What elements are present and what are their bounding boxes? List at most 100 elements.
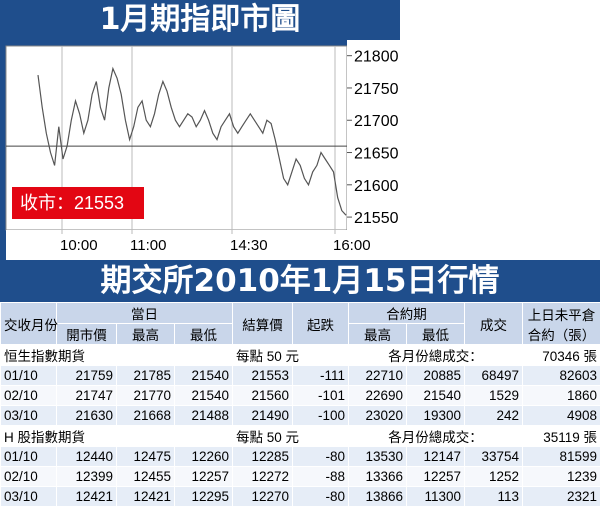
x-tick-label: 11:00 [130, 237, 166, 254]
table-cell: 13866 [348, 486, 408, 507]
y-tick-label: 21600 [354, 178, 399, 195]
quotes-table: 交收月份 當日 結算價 起跌 合約期 成交 上日未平倉合約（張） 開市價 最高 … [0, 302, 600, 507]
header-lt-high: 最高 [348, 323, 408, 345]
table-cell: 21553 [232, 365, 294, 386]
table-cell: 33754 [464, 446, 524, 467]
table-cell: 22710 [348, 365, 408, 386]
section-name: H 股指數期貨 [0, 425, 234, 447]
table-row: 03/10 12421 12421 12295 12270 -80 13866 11300 11… [0, 486, 600, 507]
section-total-label: 各月份總成交： [348, 344, 524, 366]
table-row: 01/10 12440 12475 12260 12285 -80 13530 12147 33… [0, 446, 600, 467]
header-lt-low: 最低 [406, 323, 466, 345]
table-cell: 12260 [173, 446, 234, 467]
table-cell: 12272 [232, 466, 294, 487]
header-row-1: 交收月份 當日 結算價 起跌 合約期 成交 上日未平倉合約（張） [0, 302, 600, 345]
table-cell: -100 [292, 405, 350, 426]
header-low: 最低 [173, 323, 234, 345]
table-cell: -101 [292, 385, 350, 406]
table-cell: 21759 [56, 365, 117, 386]
y-tick-label: 21700 [354, 113, 399, 130]
section-header-row: 恒生指數期貨 每點 50 元各月份總成交： 70346 張 [0, 344, 600, 366]
table-cell: 242 [464, 405, 524, 426]
table-cell: 12147 [406, 446, 466, 467]
table-cell: 21540 [406, 385, 466, 406]
table-row: 02/10 21747 21770 21540 21560 -101 22690 21540 1… [0, 385, 600, 406]
header-contract-month: 交收月份 [0, 302, 58, 345]
table-cell: 12257 [173, 466, 234, 487]
table-cell: 21668 [116, 405, 175, 426]
close-label: 收市：21553 [12, 187, 144, 219]
table-cell: 1239 [522, 466, 600, 487]
table-cell: 19300 [406, 405, 466, 426]
header-row-2: 開市價 最高 最低 最高 最低 [1, 323, 600, 345]
table-cell: 82603 [522, 365, 600, 386]
table-cell: 12285 [232, 446, 294, 467]
header-volume: 成交 [464, 302, 524, 345]
y-tick-label: 21750 [354, 81, 399, 98]
intraday-chart: 21800 21750 21700 21650 21600 21550 10:00 11:0… [5, 40, 600, 260]
section-header-row: H 股指數期貨 每點 50 元各月份總成交： 35119 張 [0, 425, 600, 447]
section-total-label: 各月份總成交： [348, 425, 524, 447]
section-name: 恒生指數期貨 [0, 344, 234, 366]
section-total: 35119 張 [522, 425, 600, 447]
table-cell: -80 [292, 446, 350, 467]
table-cell: 1860 [522, 385, 600, 406]
table-cell: 13530 [348, 446, 408, 467]
section-point-value: 每點 50 元 [232, 344, 350, 366]
table-cell: -88 [292, 466, 350, 487]
y-tick-label: 21650 [354, 146, 399, 163]
header-settle: 結算價 [232, 302, 294, 345]
table-cell: 21490 [232, 405, 294, 426]
header-lifetime: 合約期 [348, 302, 466, 324]
table-cell: 12440 [56, 446, 117, 467]
table-cell: 2321 [522, 486, 600, 507]
table-cell: 22690 [348, 385, 408, 406]
table-cell: 21540 [173, 365, 234, 386]
table-cell: 01/10 [0, 446, 57, 467]
table-row: 03/10 21630 21668 21488 21490 -100 23020 19300 2… [0, 405, 600, 426]
axis-panel [347, 40, 600, 260]
table-cell: 81599 [522, 446, 600, 467]
table-cell: 03/10 [0, 486, 57, 507]
header-change: 起跌 [292, 302, 350, 345]
section-total: 70346 張 [522, 344, 600, 366]
table-cell: 23020 [348, 405, 408, 426]
table-cell: -111 [292, 365, 350, 386]
table-cell: 21630 [56, 405, 117, 426]
table-title: 期交所2010年1月15日行情 [0, 260, 600, 302]
x-tick-label: 14:30 [230, 237, 268, 254]
table-row: 01/10 21759 21785 21540 21553 -111 22710 20885 6… [0, 365, 600, 386]
table-cell: 12295 [173, 486, 234, 507]
table-cell: 01/10 [0, 365, 57, 386]
x-tick-label: 10:00 [60, 237, 98, 254]
table-cell: 02/10 [0, 385, 57, 406]
table-cell: 21785 [116, 365, 175, 386]
table-cell: -80 [292, 486, 350, 507]
header-open: 開市價 [56, 323, 117, 345]
table-body: 恒生指數期貨 每點 50 元各月份總成交： 70346 張 01/10 21759 217… [0, 344, 600, 507]
table-cell: 12421 [116, 486, 175, 507]
table-cell: 12270 [232, 486, 294, 507]
x-tick-label: 16:00 [333, 237, 371, 254]
table-cell: 02/10 [0, 466, 57, 487]
series-line [37, 66, 347, 216]
table-cell: 1529 [464, 385, 524, 406]
section-point-value: 每點 50 元 [232, 425, 350, 447]
table-cell: 21770 [116, 385, 175, 406]
table-cell: 13366 [348, 466, 408, 487]
table-cell: 113 [464, 486, 524, 507]
table-cell: 20885 [406, 365, 466, 386]
table-cell: 21560 [232, 385, 294, 406]
chart-title: 1月期指即市圖 [0, 0, 400, 40]
table-cell: 68497 [464, 365, 524, 386]
table-cell: 21488 [173, 405, 234, 426]
header-oi: 上日未平倉合約（張） [522, 302, 600, 345]
table-cell: 12475 [116, 446, 175, 467]
x-axis-panel [6, 230, 400, 260]
header-today: 當日 [55, 302, 234, 324]
table-cell: 12421 [56, 486, 117, 507]
y-tick-label: 21550 [354, 210, 399, 227]
table-cell: 12399 [56, 466, 117, 487]
table-cell: 21747 [56, 385, 117, 406]
table-cell: 12455 [116, 466, 175, 487]
